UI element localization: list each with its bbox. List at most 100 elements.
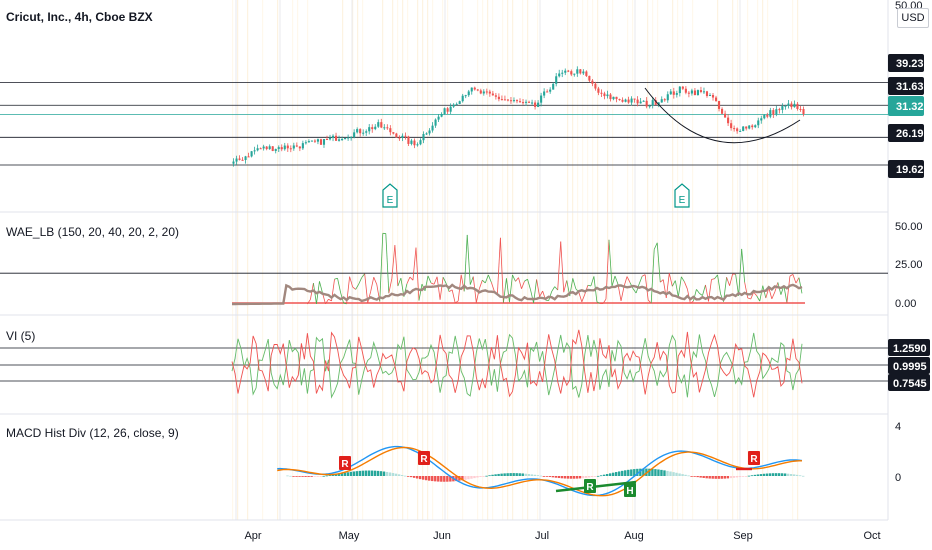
session-stripe [732, 0, 734, 520]
wae-trend-segment [759, 285, 764, 302]
macd-histogram-bar [443, 476, 446, 482]
macd-histogram-bar [608, 473, 612, 476]
session-stripe [522, 0, 524, 520]
wae-trend-segment [388, 278, 393, 294]
wae-trend-segment [385, 233, 390, 294]
macd-histogram-bar [382, 471, 386, 476]
wae-trend-segment [578, 292, 583, 303]
session-stripe [657, 0, 659, 520]
candle-body [531, 102, 534, 104]
macd-histogram-bar [798, 475, 802, 477]
session-stripe [692, 0, 694, 520]
candle-body [476, 89, 479, 91]
candle-body [597, 88, 600, 93]
candle-body [392, 132, 395, 134]
candle-body [693, 90, 696, 96]
wae-trend-segment [656, 242, 661, 283]
wae-trend-segment [798, 277, 803, 294]
candle-body [681, 86, 684, 89]
wae-trend-segment [448, 289, 453, 292]
candle-body [356, 129, 359, 133]
candle-body [301, 143, 304, 149]
candle-body [338, 139, 341, 141]
candle-body [663, 99, 666, 101]
wae-trend-segment [681, 276, 685, 282]
candle-body [313, 140, 316, 142]
wae-trend-segment [693, 289, 697, 302]
macd-histogram-bar [346, 472, 350, 476]
macd-histogram-bar [768, 473, 772, 476]
candle-body [573, 73, 576, 75]
last-price-badge [888, 96, 924, 116]
wae-trend-segment [753, 291, 758, 297]
wae-trend-segment [370, 277, 375, 292]
candle-body [334, 135, 338, 141]
vi-level-label: 1.2590 [893, 343, 927, 355]
session-stripe [262, 0, 264, 520]
macd-histogram-bar [714, 476, 717, 479]
candle-body [799, 108, 802, 110]
macd-histogram-bar [702, 476, 705, 478]
wae-trend-segment [714, 274, 718, 279]
session-stripe [677, 0, 679, 520]
macd-histogram-bar [696, 476, 699, 478]
price-level-label: 31.63 [896, 81, 924, 93]
currency-button[interactable]: USD [897, 8, 929, 28]
candle-body [425, 133, 428, 135]
session-stripe [297, 0, 299, 520]
wae-trend-segment [415, 247, 420, 301]
macd-histogram-bar [687, 475, 690, 477]
wae-trend-segment [617, 284, 622, 301]
candle-body [280, 147, 283, 150]
wae-trend-segment [506, 278, 510, 303]
macd-histogram-bar [500, 473, 503, 476]
macd-histogram-bar [744, 476, 748, 477]
wae-trend-segment [702, 284, 706, 296]
wae-trend-segment [560, 241, 565, 293]
wae-trend-segment [690, 300, 694, 304]
wae-trend-segment [644, 274, 649, 301]
candle-body [585, 71, 588, 76]
candle-body [733, 128, 736, 130]
candle-body [633, 98, 636, 100]
wae-trend-segment [358, 277, 363, 285]
wae-trend-segment [792, 274, 797, 284]
candle-body [416, 144, 419, 146]
macd-histogram-bar [551, 476, 555, 478]
candle-body [401, 135, 404, 138]
wae-trend-segment [430, 282, 435, 285]
wae-trend-segment [614, 275, 619, 285]
macd-histogram-bar [367, 470, 371, 476]
macd-histogram-bar [518, 473, 521, 476]
price-level-label: 26.19 [896, 128, 924, 140]
candle-body [657, 102, 660, 105]
earnings-shape [674, 183, 690, 208]
candle-body [506, 99, 510, 101]
candle-body [558, 73, 561, 77]
wae-trend-segment [512, 274, 516, 282]
candle-body [431, 125, 434, 131]
wae-trend-segment [412, 247, 417, 281]
candle-body [503, 99, 506, 101]
macd-histogram-bar [467, 476, 470, 480]
candle-body [479, 90, 482, 94]
candle-body [618, 99, 621, 101]
candle-body [576, 69, 579, 74]
macd-histogram-bar [699, 476, 702, 478]
macd-histogram-bar [524, 473, 527, 476]
session-stripe [492, 0, 494, 520]
candle-body [368, 127, 371, 132]
candle-body [549, 89, 552, 92]
session-stripe [762, 0, 764, 520]
wae-trend-segment [587, 284, 591, 287]
macd-histogram-bar [431, 476, 434, 482]
macd-histogram-bar [795, 474, 799, 476]
wae-trend-segment [551, 286, 556, 292]
wae-trend-segment [436, 276, 441, 300]
wae-trend-segment [496, 237, 501, 295]
macd-histogram-bar [723, 476, 726, 479]
macd-histogram-bar [611, 472, 615, 476]
macd-histogram-bar [593, 476, 597, 477]
macd-histogram-bar [527, 474, 530, 476]
macd-histogram-bar [789, 474, 793, 476]
